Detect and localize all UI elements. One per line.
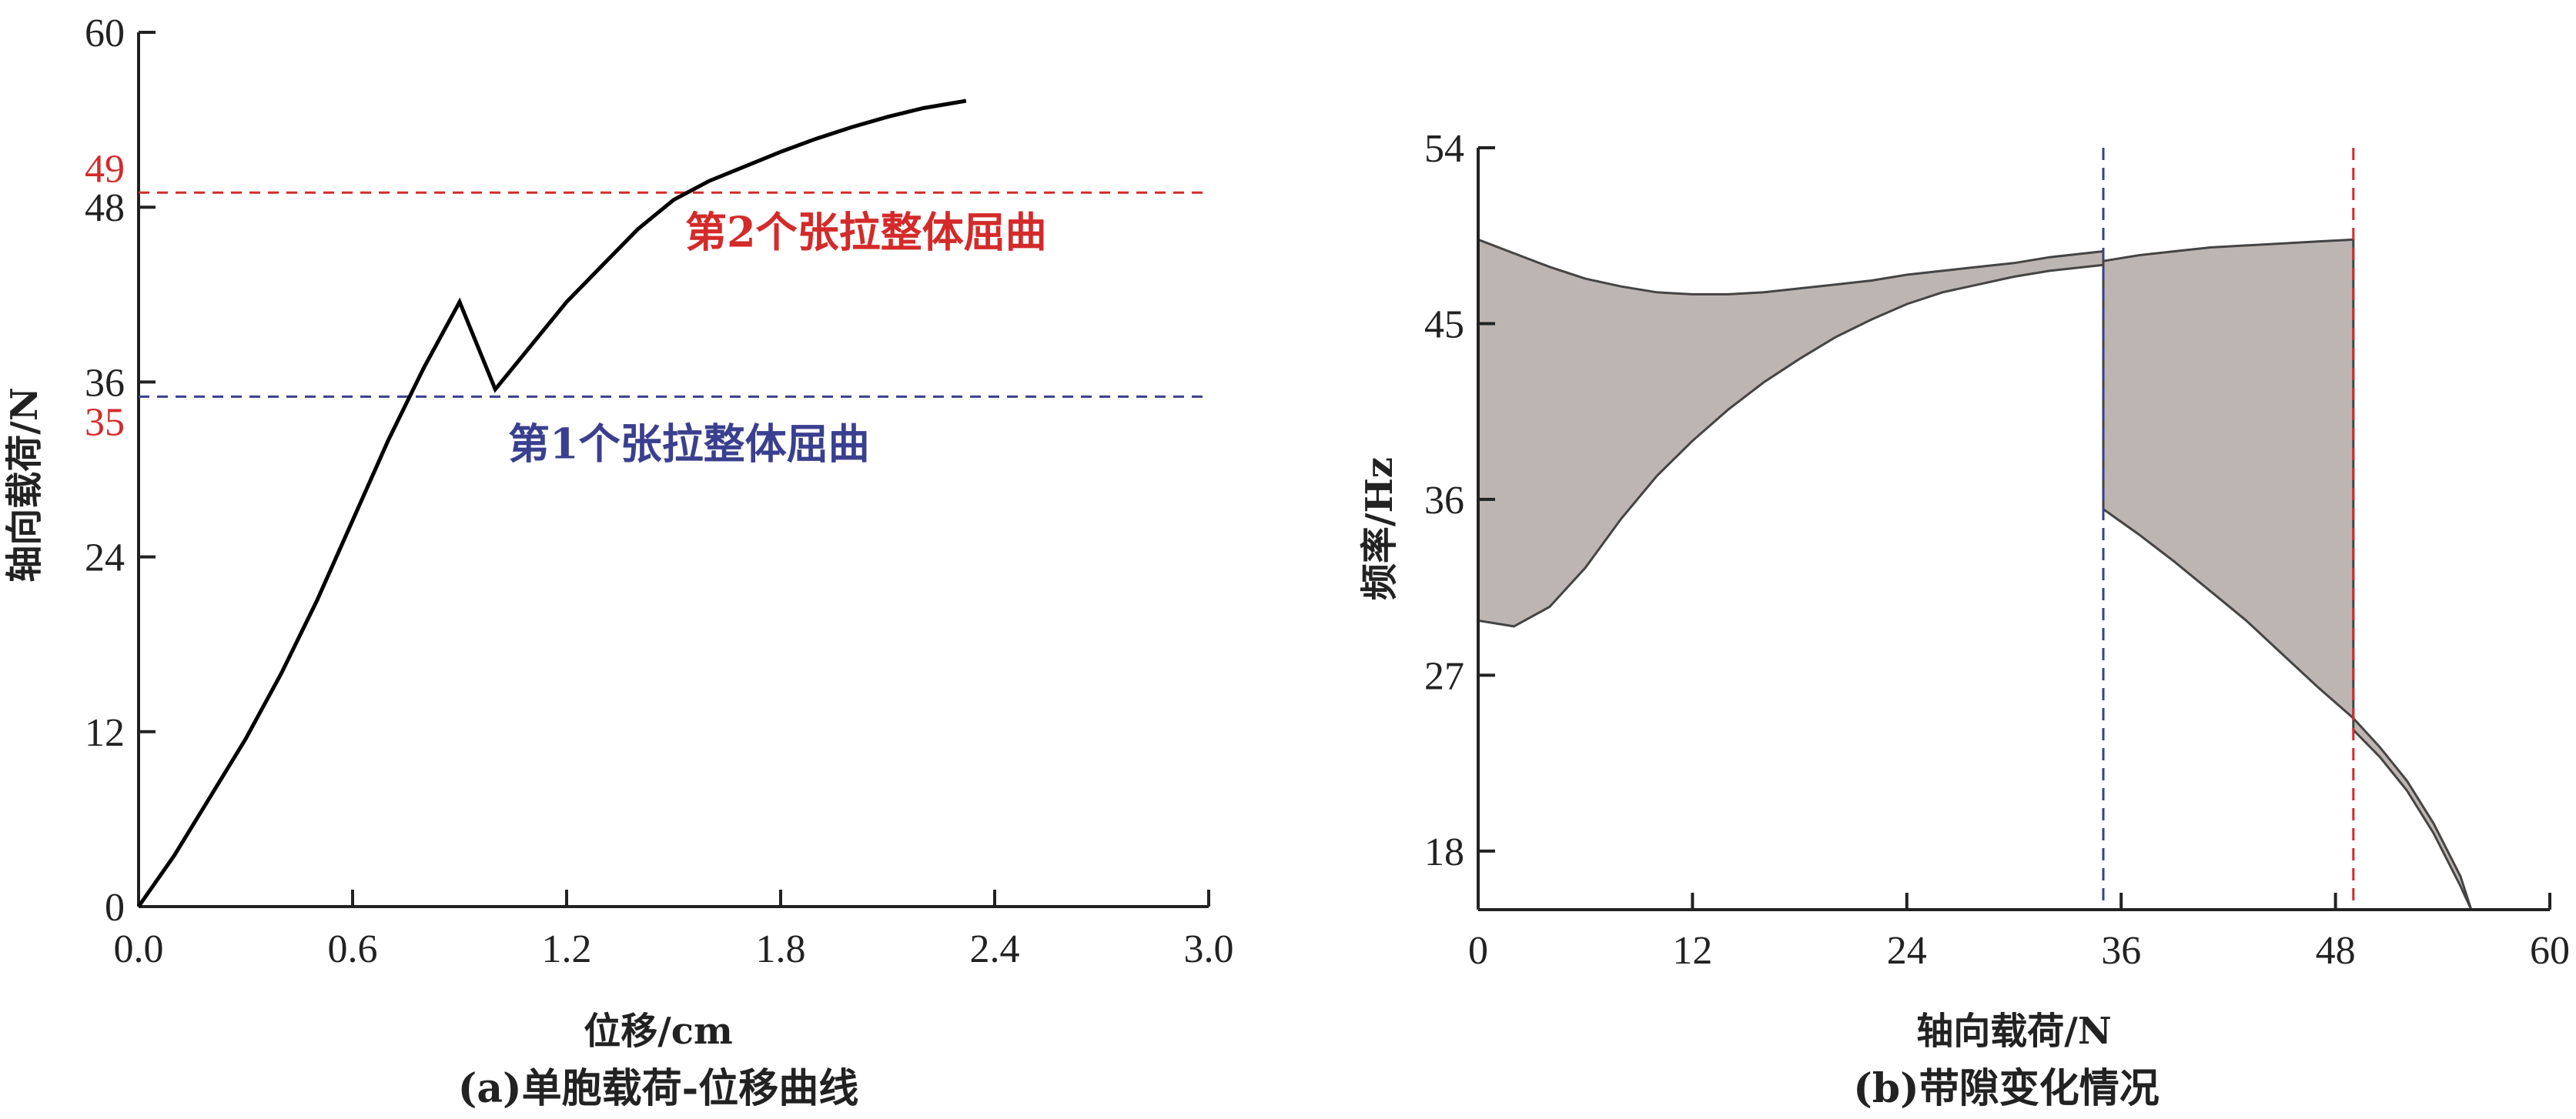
a-x-tick-label: 0.0 — [114, 927, 164, 971]
panel-b: 0 12 24 36 48 60 18 27 36 45 54 轴向载荷/N 频率/Hz (b)带隙… — [1358, 127, 2570, 1112]
a-y-tick-label: 48 — [85, 186, 125, 230]
b-y-tick-label: 36 — [1424, 479, 1464, 523]
a-y-axis-label: 轴向载荷/N — [3, 387, 46, 582]
a-caption: (a)单胞载荷-位移曲线 — [458, 1065, 858, 1112]
b-x-tick-label: 36 — [2101, 929, 2141, 973]
b-x-axis-label: 轴向载荷/N — [1916, 1010, 2111, 1053]
b-y-tick-label: 27 — [1424, 654, 1464, 698]
a-x-tick-label: 1.8 — [756, 927, 806, 971]
a-x-tick-label: 1.2 — [542, 927, 592, 971]
a-x-tick-label: 2.4 — [970, 927, 1020, 971]
b-x-tick-label: 60 — [2530, 929, 2570, 973]
a-x-tick-label: 0.6 — [328, 927, 378, 971]
b-y-axis-label: 频率/Hz — [1358, 457, 1401, 600]
b-band-gap-3 — [2352, 715, 2473, 910]
b-x-tick-label: 24 — [1887, 929, 1927, 973]
a-load-displacement-line — [136, 99, 967, 908]
b-caption: (b)带隙变化情况 — [1853, 1065, 2159, 1112]
a-x-axis-label: 位移/cm — [584, 1010, 733, 1053]
panel-a: 0.0 0.6 1.2 1.8 2.4 3.0 0 12 24 36 48 60 35 49 第1个张拉整… — [3, 12, 1234, 1112]
a-y-tick-label: 24 — [85, 536, 125, 580]
a-y-tick-label: 36 — [85, 361, 125, 405]
b-band-gap-1 — [1477, 238, 2105, 628]
a-y-tick-label: 60 — [85, 12, 125, 55]
b-x-tick-label: 12 — [1672, 929, 1712, 973]
a-annotation-1: 第1个张拉整体屈曲 — [508, 419, 870, 468]
b-y-tick-label: 54 — [1424, 127, 1464, 171]
b-x-tick-label: 0 — [1468, 929, 1488, 973]
a-annotation-2: 第2个张拉整体屈曲 — [685, 207, 1047, 256]
a-y-tick-label: 12 — [85, 711, 125, 755]
a-marked-tick-label: 49 — [85, 147, 125, 191]
a-marked-tick-label: 35 — [85, 400, 125, 444]
a-y-tick-label: 0 — [105, 886, 125, 930]
b-y-tick-label: 18 — [1424, 830, 1464, 874]
b-band-gap-2 — [2102, 238, 2355, 721]
a-x-tick-label: 3.0 — [1184, 927, 1234, 971]
b-y-tick-label: 45 — [1424, 302, 1464, 346]
b-x-tick-label: 48 — [2316, 929, 2356, 973]
